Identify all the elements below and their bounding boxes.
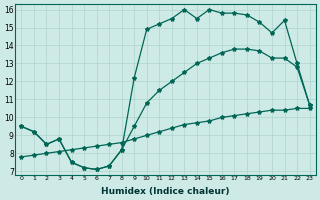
X-axis label: Humidex (Indice chaleur): Humidex (Indice chaleur) bbox=[101, 187, 230, 196]
